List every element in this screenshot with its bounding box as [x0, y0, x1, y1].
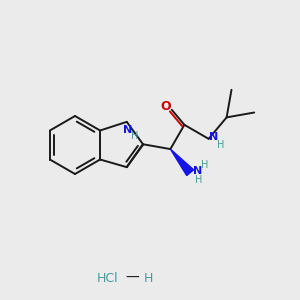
- Text: H: H: [217, 140, 224, 150]
- Text: O: O: [160, 100, 171, 113]
- Text: HCl: HCl: [97, 272, 119, 284]
- Text: H: H: [196, 175, 203, 185]
- Text: N: N: [123, 125, 132, 135]
- Text: H: H: [202, 160, 209, 170]
- Text: H: H: [131, 131, 138, 141]
- Text: N: N: [193, 166, 202, 176]
- Polygon shape: [170, 149, 194, 176]
- Text: N: N: [209, 132, 218, 142]
- Text: H: H: [143, 272, 153, 284]
- Text: —: —: [125, 271, 139, 285]
